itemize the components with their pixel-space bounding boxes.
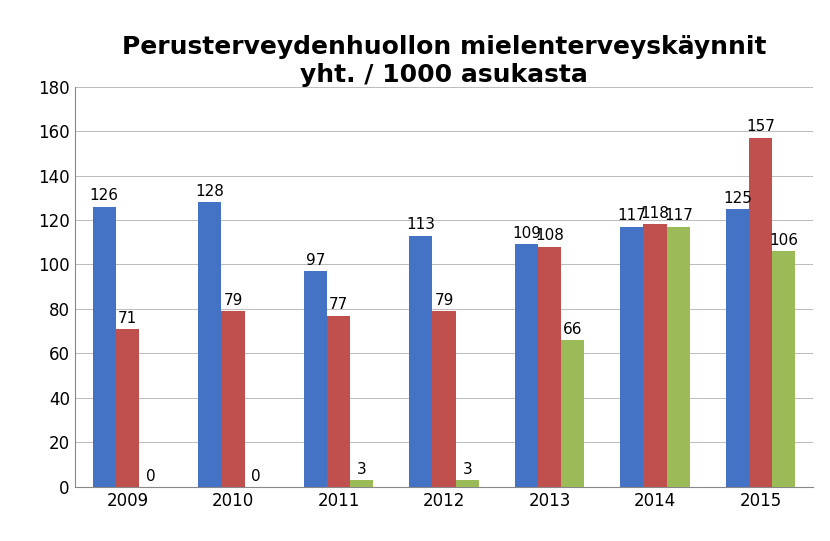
Text: 125: 125 bbox=[723, 190, 752, 206]
Bar bbox=[643, 225, 666, 487]
Bar bbox=[116, 329, 139, 487]
Text: 157: 157 bbox=[746, 120, 775, 134]
Text: 128: 128 bbox=[195, 184, 224, 199]
Bar bbox=[538, 247, 561, 487]
Bar bbox=[93, 207, 116, 487]
Text: 71: 71 bbox=[118, 311, 137, 326]
Text: Perusterveydenhuollon mielenterveyskäynnit
yht. / 1000 asukasta: Perusterveydenhuollon mielenterveyskäynn… bbox=[122, 35, 766, 87]
Text: 79: 79 bbox=[223, 293, 242, 308]
Text: 108: 108 bbox=[535, 228, 564, 243]
Text: 3: 3 bbox=[462, 462, 472, 477]
Text: 66: 66 bbox=[563, 322, 583, 337]
Text: 117: 117 bbox=[618, 208, 647, 223]
Bar bbox=[198, 202, 222, 487]
Bar bbox=[456, 480, 479, 487]
Bar bbox=[222, 311, 245, 487]
Text: 113: 113 bbox=[407, 217, 435, 232]
Bar bbox=[620, 227, 643, 487]
Text: 97: 97 bbox=[305, 253, 325, 268]
Text: 126: 126 bbox=[90, 188, 119, 203]
Bar bbox=[304, 271, 327, 487]
Bar bbox=[749, 138, 772, 487]
Text: 0: 0 bbox=[251, 469, 261, 484]
Text: 109: 109 bbox=[512, 226, 541, 241]
Text: 117: 117 bbox=[664, 208, 693, 223]
Text: 106: 106 bbox=[769, 233, 798, 248]
Bar bbox=[561, 340, 584, 487]
Bar bbox=[327, 315, 350, 487]
Text: 0: 0 bbox=[146, 469, 155, 484]
Text: 77: 77 bbox=[329, 298, 348, 312]
Bar bbox=[666, 227, 690, 487]
Bar bbox=[432, 311, 456, 487]
Text: 118: 118 bbox=[641, 206, 670, 221]
Text: 3: 3 bbox=[357, 462, 367, 477]
Bar bbox=[725, 209, 749, 487]
Bar bbox=[350, 480, 374, 487]
Bar bbox=[772, 251, 795, 487]
Text: 79: 79 bbox=[434, 293, 454, 308]
Bar bbox=[409, 235, 432, 487]
Bar bbox=[515, 245, 538, 487]
